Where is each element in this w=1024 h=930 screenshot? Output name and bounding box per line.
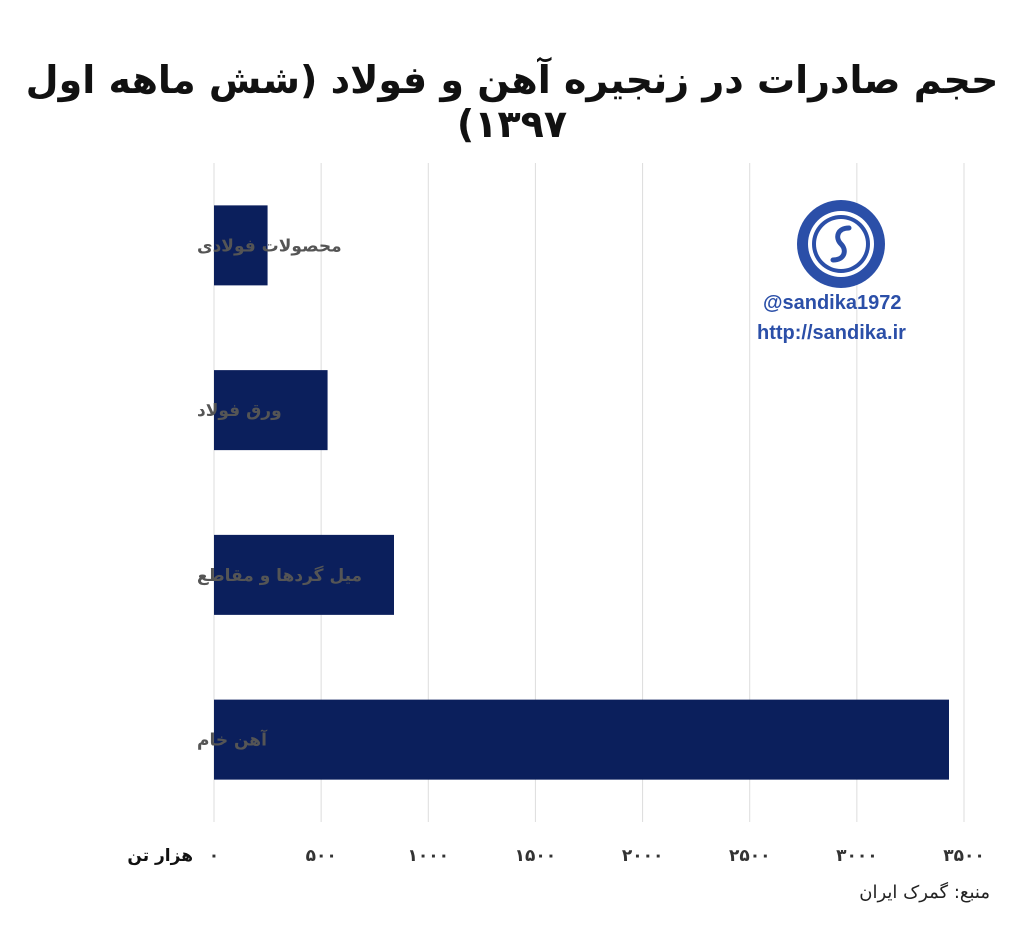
sandika-logo [797, 200, 885, 288]
x-tick-label: ۳۰۰۰ [836, 846, 878, 866]
x-tick-label: ۵۰۰ [306, 846, 337, 866]
x-tick-label: ۳۵۰۰ [943, 846, 985, 866]
chart-title: حجم صادرات در زنجیره آهن و فولاد (شش ماه… [25, 58, 999, 146]
bar [214, 205, 268, 286]
source-note: منبع: گمرک ایران [859, 882, 990, 903]
category-label: محصولات فولادی [197, 236, 342, 256]
category-label: ورق فولاد [197, 401, 282, 421]
x-tick-label: ۲۰۰۰ [622, 846, 664, 866]
x-tick-label: ۱۵۰۰ [515, 846, 557, 866]
watermark-url: http://sandika.ir [757, 322, 906, 344]
category-label: آهن خام [197, 729, 268, 751]
x-tick-label: ۱۰۰۰ [408, 846, 450, 866]
bar [214, 370, 328, 451]
x-tick-label: ۰ [209, 846, 219, 866]
bar [214, 534, 394, 615]
x-axis-unit-label: هزار تن [127, 846, 193, 866]
watermark-handle: @sandika1972 [763, 292, 902, 314]
category-label: میل گردها و مقاطع [197, 565, 362, 586]
x-tick-label: ۲۵۰۰ [729, 846, 771, 866]
bar [214, 699, 949, 780]
